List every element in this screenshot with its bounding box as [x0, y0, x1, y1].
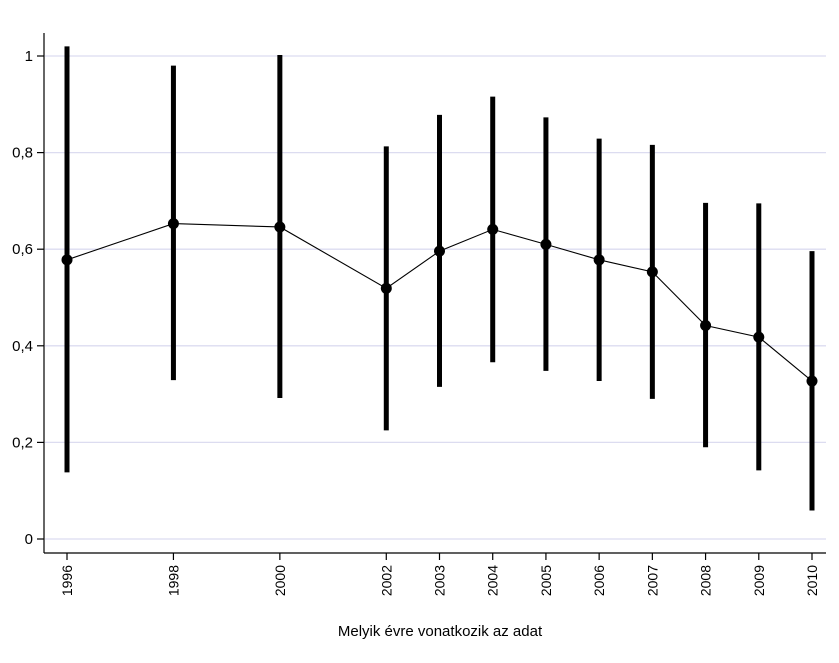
data-point [380, 282, 392, 294]
y-tick-label: 0,2 [12, 434, 33, 451]
x-tick-label: 2003 [432, 565, 448, 596]
x-tick-label: 2002 [378, 565, 394, 596]
data-point [167, 218, 179, 230]
data-point [487, 223, 499, 235]
x-tick-label: 2006 [591, 565, 607, 596]
data-points [61, 218, 818, 387]
y-tick-label: 0,8 [12, 145, 33, 162]
y-tick-label: 0 [25, 531, 33, 548]
grid-lines [45, 55, 826, 540]
x-axis-label: Melyik évre vonatkozik az adat [338, 623, 543, 640]
y-tick-label: 0,4 [12, 338, 33, 355]
x-tick-label: 2009 [751, 565, 767, 596]
y-axis-ticks: 0 0,2 0,4 0,6 0,8 1 [12, 48, 44, 548]
data-point [274, 221, 286, 233]
series-polyline [66, 223, 813, 382]
x-tick-label: 1998 [165, 565, 181, 596]
x-tick-label: 2008 [698, 565, 714, 596]
series-line [66, 223, 813, 382]
data-point [61, 254, 73, 266]
x-tick-label: 2010 [804, 565, 820, 596]
y-tick-label: 0,6 [12, 241, 33, 258]
data-point [434, 245, 445, 257]
x-tick-label: 2005 [538, 565, 554, 596]
x-tick-label: 2007 [644, 565, 660, 596]
axes [43, 33, 826, 554]
x-tick-label: 2000 [272, 565, 288, 596]
error-bars [64, 46, 815, 511]
data-point [700, 320, 712, 332]
data-point [806, 375, 818, 387]
x-tick-label: 1996 [59, 565, 75, 596]
data-point [593, 254, 605, 266]
x-tick-label: 2004 [485, 565, 501, 596]
data-point [753, 331, 765, 343]
data-point [540, 238, 552, 250]
data-point [646, 266, 658, 278]
x-axis-ticks: 1996 1998 2000 2002 2003 2004 2005 2006 2007 2008… [59, 553, 820, 596]
y-tick-label: 1 [25, 48, 33, 65]
